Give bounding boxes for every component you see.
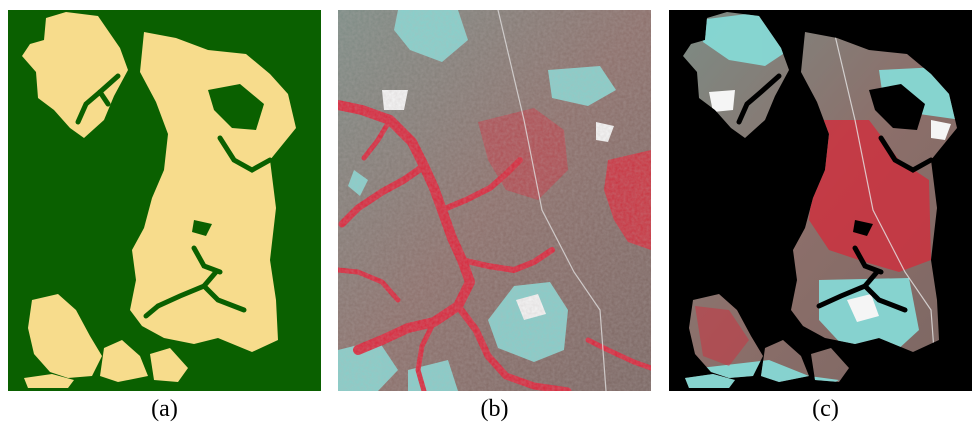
binary-mask-image bbox=[8, 10, 321, 391]
mask-region bbox=[22, 12, 128, 138]
false-color-satellite-image bbox=[338, 10, 651, 391]
masked-image-panel bbox=[669, 10, 972, 391]
mask-image-panel bbox=[8, 10, 321, 391]
caption-b: (b) bbox=[480, 396, 509, 422]
mask-inner-holes bbox=[192, 84, 264, 236]
caption-a: (a) bbox=[151, 396, 178, 422]
texture-overlay bbox=[338, 10, 651, 391]
masked-stream-cuts bbox=[736, 73, 934, 313]
mask-region bbox=[28, 294, 102, 378]
masked-inner-holes bbox=[853, 84, 925, 236]
caption-c: (c) bbox=[812, 396, 839, 422]
mask-stream-cuts bbox=[75, 73, 273, 319]
mask-region bbox=[24, 374, 74, 388]
mask-region bbox=[100, 340, 148, 382]
masked-satellite-image bbox=[669, 10, 972, 391]
mask-region bbox=[130, 32, 296, 352]
mask-region bbox=[150, 348, 188, 382]
false-color-image-panel bbox=[338, 10, 651, 391]
